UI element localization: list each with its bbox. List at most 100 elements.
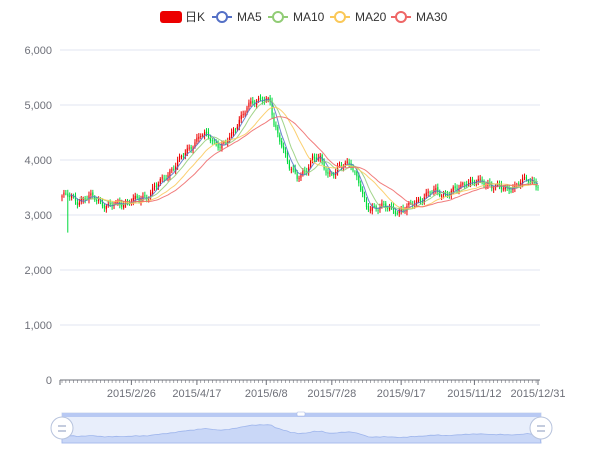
candle-body <box>493 188 495 190</box>
y-tick-label: 5,000 <box>24 100 52 112</box>
candlestick <box>240 111 242 123</box>
candle-body <box>469 180 472 184</box>
candle-body <box>136 195 138 199</box>
candlestick <box>136 193 138 200</box>
candlestick <box>204 129 206 140</box>
candlestick <box>279 132 281 145</box>
candle-body <box>271 101 273 116</box>
candle-body <box>124 201 127 205</box>
legend-swatch-daily-k <box>160 11 182 23</box>
candle-body <box>483 181 485 186</box>
candle-body <box>69 195 71 197</box>
zoom-left-handle[interactable] <box>50 416 74 440</box>
legend-item-日k[interactable]: 日K <box>160 10 205 24</box>
candle-body <box>398 209 400 214</box>
candle-body <box>198 136 200 139</box>
candle-body <box>150 192 152 198</box>
legend-item-ma30[interactable]: MA30 <box>391 10 448 24</box>
candle-body <box>377 210 379 211</box>
candle-body <box>194 142 196 148</box>
candle-body <box>223 142 225 144</box>
candle-body <box>348 162 350 165</box>
candlestick <box>481 176 483 185</box>
candlestick <box>398 207 400 217</box>
candle-body <box>410 202 412 204</box>
zoom-preview-area <box>61 424 542 444</box>
candlestick <box>242 110 244 119</box>
candle-body <box>327 171 329 174</box>
candlestick <box>284 147 287 158</box>
candlestick <box>396 210 398 216</box>
candlestick <box>283 142 285 154</box>
candle-body <box>117 201 119 203</box>
legend-item-ma5[interactable]: MA5 <box>212 10 262 24</box>
candlestick <box>441 194 443 201</box>
candle-body <box>419 198 422 202</box>
data-zoom-slider[interactable] <box>50 411 553 444</box>
legend-marker-ma20 <box>334 11 346 23</box>
candlestick <box>529 177 531 185</box>
candle-body <box>178 156 181 160</box>
candle-body <box>105 205 107 210</box>
candle-body <box>232 129 235 134</box>
zoom-move-handle[interactable] <box>296 411 306 417</box>
zoom-right-handle[interactable] <box>529 416 553 440</box>
candlestick <box>360 180 362 192</box>
candle-body <box>244 112 246 116</box>
y-axis: 0 1,000 2,000 3,000 4,000 5,000 6,000 <box>24 45 52 387</box>
candle-body <box>471 179 474 182</box>
candlestick <box>234 127 237 134</box>
legend-item-ma10[interactable]: MA10 <box>268 10 325 24</box>
y-tick-label: 4,000 <box>24 155 52 167</box>
candlestick <box>362 186 364 198</box>
candle-body <box>527 180 529 182</box>
candlestick <box>468 179 470 187</box>
candle-body <box>286 153 289 162</box>
candle-body <box>74 195 77 202</box>
candle-body <box>252 100 254 104</box>
candle-body <box>489 182 491 185</box>
candle-body <box>71 195 73 198</box>
candlestick <box>508 184 510 194</box>
candlestick <box>290 166 292 174</box>
legend[interactable]: 日K MA5 MA10 MA20 MA30 <box>160 10 448 24</box>
candle-body <box>281 140 283 147</box>
candle-body <box>63 192 65 195</box>
candlestick <box>171 167 173 174</box>
legend-item-ma20[interactable]: MA20 <box>330 10 387 24</box>
candle-body <box>338 165 341 167</box>
candle-body <box>323 160 325 169</box>
candle-body <box>464 184 466 186</box>
candlestick <box>157 181 159 190</box>
candle-body <box>510 191 512 192</box>
y-tick-label: 0 <box>46 375 52 387</box>
handle-knob[interactable] <box>529 416 553 440</box>
x-tick-label: 2015/7/28 <box>307 388 356 400</box>
candle-body <box>230 132 233 137</box>
candle-body <box>523 177 526 178</box>
x-tick-label: 2015/9/17 <box>377 388 426 400</box>
handle-knob[interactable] <box>50 416 74 440</box>
candle-body <box>340 164 343 167</box>
candlestick <box>67 189 69 233</box>
candle-body <box>344 162 346 166</box>
candle-body <box>217 144 219 148</box>
candlestick <box>333 171 335 179</box>
candlestick <box>76 198 79 209</box>
candle-body <box>279 134 281 142</box>
candlestick <box>435 184 437 194</box>
candlestick <box>365 197 368 210</box>
candlestick <box>250 97 252 107</box>
candlestick <box>277 124 279 138</box>
legend-label-ma5: MA5 <box>237 10 262 24</box>
candle-body <box>200 136 202 137</box>
candle-body <box>375 206 377 210</box>
y-tick-label: 1,000 <box>24 320 52 332</box>
candle-body <box>387 207 389 209</box>
candle-body <box>248 102 250 108</box>
candle-body <box>296 173 298 179</box>
x-axis: 2015/2/26 2015/4/17 2015/6/8 2015/7/28 2015/… <box>59 379 566 400</box>
legend-marker-ma10 <box>272 11 284 23</box>
candle-body <box>103 205 105 209</box>
candle-body <box>283 146 285 150</box>
